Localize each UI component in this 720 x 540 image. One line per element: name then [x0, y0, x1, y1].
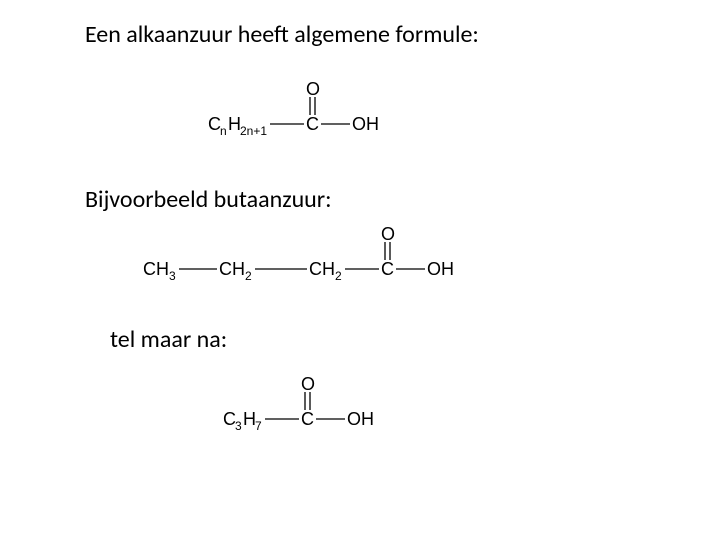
f1-OH: OH: [352, 114, 379, 134]
f2-OH: OH: [427, 259, 454, 279]
f2-O-top: O: [381, 225, 395, 244]
f2-g3: CH: [309, 259, 335, 279]
f1-alkyl-sub1: n: [220, 124, 227, 138]
f3-OH: OH: [347, 409, 374, 429]
f2-g2-sub: 2: [245, 269, 252, 283]
f3-O-top: O: [301, 375, 315, 394]
f2-carboxyl-C: C: [381, 259, 394, 279]
f2-g1-sub: 3: [169, 269, 176, 283]
formula-butanoic: CH 3 CH 2 CH 2 C O OH: [135, 225, 535, 300]
formula-general: C n H 2n+1 C O OH: [200, 80, 460, 155]
heading-general-formula: Een alkaanzuur heeft algemene formule:: [85, 20, 479, 49]
f1-alkyl-sub2: 2n+1: [240, 124, 267, 138]
heading-count: tel maar na:: [110, 325, 227, 354]
formula-condensed: C 3 H 7 C O OH: [215, 375, 455, 450]
f2-g2: CH: [219, 259, 245, 279]
f1-O-top: O: [306, 80, 320, 99]
f2-g1: CH: [143, 259, 169, 279]
f3-alkyl-sub2: 7: [255, 419, 262, 433]
heading-example: Bijvoorbeeld butaanzuur:: [85, 185, 332, 214]
f2-g3-sub: 2: [335, 269, 342, 283]
f3-carboxyl-C: C: [301, 409, 314, 429]
f3-alkyl-sub1: 3: [235, 419, 242, 433]
f1-carboxyl-C: C: [306, 114, 319, 134]
